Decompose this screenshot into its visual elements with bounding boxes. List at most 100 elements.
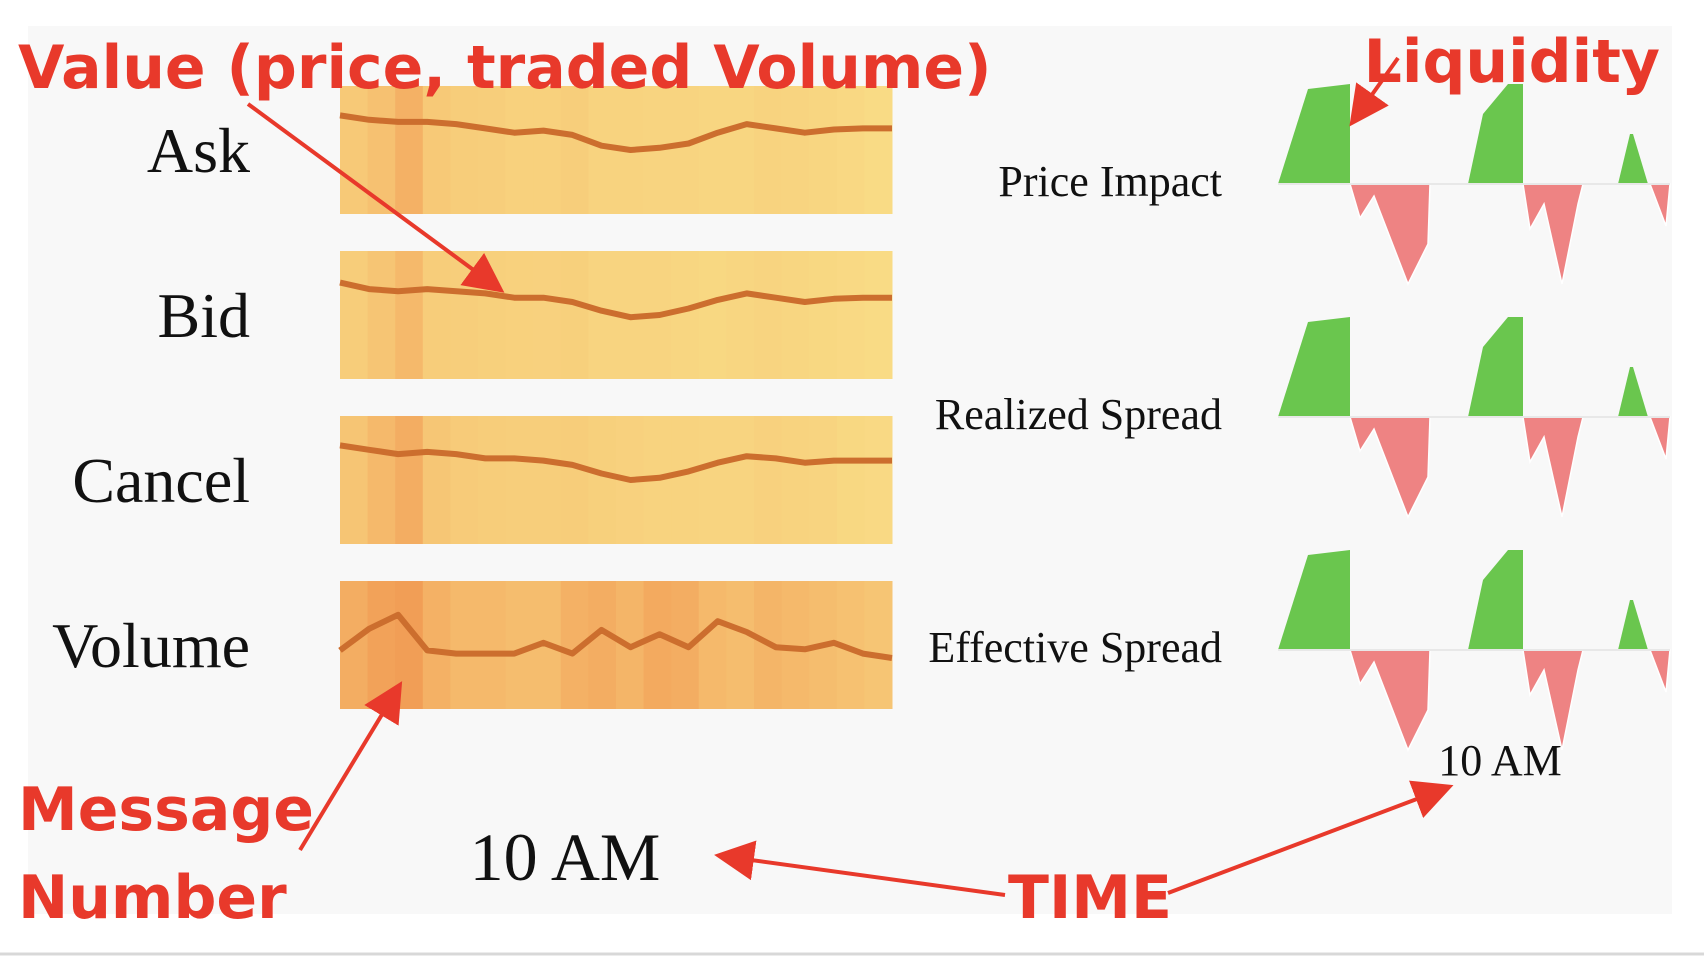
right-panel: Price Impact Realized Spread Effective Spr… xyxy=(928,84,1671,752)
heat-cell xyxy=(422,581,451,709)
heat-cell xyxy=(588,416,617,544)
heat-cell xyxy=(560,86,589,214)
row-label-ask: Ask xyxy=(147,115,250,186)
value-line xyxy=(339,279,892,321)
heat-cell xyxy=(422,251,451,379)
heat-cell xyxy=(533,416,562,544)
value-line xyxy=(339,442,892,483)
left-row-cancel: Cancel xyxy=(72,416,893,544)
heat-cell xyxy=(726,86,755,214)
liquidity-positive-area xyxy=(1618,600,1648,650)
left-panel: Ask Bid Cancel Volume xyxy=(52,86,893,709)
heat-cell xyxy=(754,251,783,379)
heat-cell xyxy=(671,251,700,379)
heat-cell xyxy=(698,416,727,544)
right-row-0: Price Impact xyxy=(998,84,1671,286)
heat-cell xyxy=(450,581,479,709)
left-row-ask: Ask xyxy=(147,86,893,214)
row-label-bid: Bid xyxy=(158,280,250,351)
heat-cell xyxy=(726,251,755,379)
liquidity-positive-area xyxy=(1468,84,1523,184)
heat-cell xyxy=(864,251,893,379)
heat-cell xyxy=(864,416,893,544)
heat-cell xyxy=(505,86,534,214)
heat-cell xyxy=(809,251,838,379)
liquidity-positive-area xyxy=(1278,84,1350,184)
heat-cell xyxy=(478,581,507,709)
heat-cell xyxy=(671,416,700,544)
left-row-bid: Bid xyxy=(158,251,893,379)
metric-label: Realized Spread xyxy=(935,390,1222,439)
heat-cell xyxy=(422,416,451,544)
heat-cell xyxy=(726,581,755,709)
heat-cell xyxy=(726,416,755,544)
arrow-time-left xyxy=(714,840,1006,897)
heat-cell xyxy=(754,86,783,214)
heat-cell xyxy=(698,251,727,379)
left-row-volume: Volume xyxy=(52,581,893,709)
heat-cell xyxy=(754,416,783,544)
value-line xyxy=(338,611,893,661)
heat-cell xyxy=(340,251,369,379)
heat-cell xyxy=(533,251,562,379)
heat-cell xyxy=(864,581,893,709)
heat-cell xyxy=(560,416,589,544)
arrow-liquidity xyxy=(1349,56,1400,127)
heat-cell xyxy=(560,251,589,379)
annotation-arrows xyxy=(246,56,1454,897)
heat-cell xyxy=(367,251,396,379)
heat-cell xyxy=(450,86,479,214)
heat-cell xyxy=(809,86,838,214)
heat-cell xyxy=(395,86,424,214)
annotation-time: TIME xyxy=(1008,863,1172,933)
heat-cell xyxy=(395,251,424,379)
liquidity-positive-area xyxy=(1468,317,1523,417)
heat-cell xyxy=(836,416,865,544)
heat-cell xyxy=(367,416,396,544)
heat-cell xyxy=(698,86,727,214)
heat-cell xyxy=(478,416,507,544)
heat-cell xyxy=(643,581,672,709)
heat-cell xyxy=(836,251,865,379)
heat-cell xyxy=(367,86,396,214)
heat-cell xyxy=(505,416,534,544)
heat-cell xyxy=(671,86,700,214)
heat-cell xyxy=(478,251,507,379)
liquidity-positive-area xyxy=(1278,550,1350,650)
liquidity-positive-area xyxy=(1618,134,1648,184)
heat-cell xyxy=(781,251,810,379)
annotation-number: Number xyxy=(18,863,287,933)
row-label-cancel: Cancel xyxy=(72,445,250,516)
annotation-message: Message xyxy=(18,775,314,845)
heat-cell xyxy=(395,416,424,544)
heat-cell xyxy=(588,581,617,709)
heat-cell xyxy=(422,86,451,214)
liquidity-positive-area xyxy=(1278,317,1350,417)
right-row-2: Effective Spread xyxy=(928,550,1671,752)
arrow-message-number xyxy=(298,681,403,852)
annotation-liquidity: Liquidity xyxy=(1364,27,1660,97)
metric-label: Effective Spread xyxy=(928,623,1222,672)
heat-cell xyxy=(505,251,534,379)
heat-cell xyxy=(533,86,562,214)
left-time-label: 10 AM xyxy=(470,819,661,895)
row-label-volume: Volume xyxy=(52,610,250,681)
heat-cell xyxy=(340,86,369,214)
value-line xyxy=(339,112,892,153)
right-time-label: 10 AM xyxy=(1438,736,1561,785)
heat-cell xyxy=(864,86,893,214)
arrow-time-right xyxy=(1167,780,1454,895)
heat-cell xyxy=(836,86,865,214)
liquidity-positive-area xyxy=(1468,550,1523,650)
metric-label: Price Impact xyxy=(998,157,1222,206)
heat-cell xyxy=(478,86,507,214)
heat-cell xyxy=(367,581,396,709)
heat-cell xyxy=(781,86,810,214)
heat-cell xyxy=(450,416,479,544)
annotation-value: Value (price, traded Volume) xyxy=(18,33,992,103)
liquidity-positive-area xyxy=(1618,367,1648,417)
heat-cell xyxy=(781,416,810,544)
right-row-1: Realized Spread xyxy=(935,317,1671,519)
